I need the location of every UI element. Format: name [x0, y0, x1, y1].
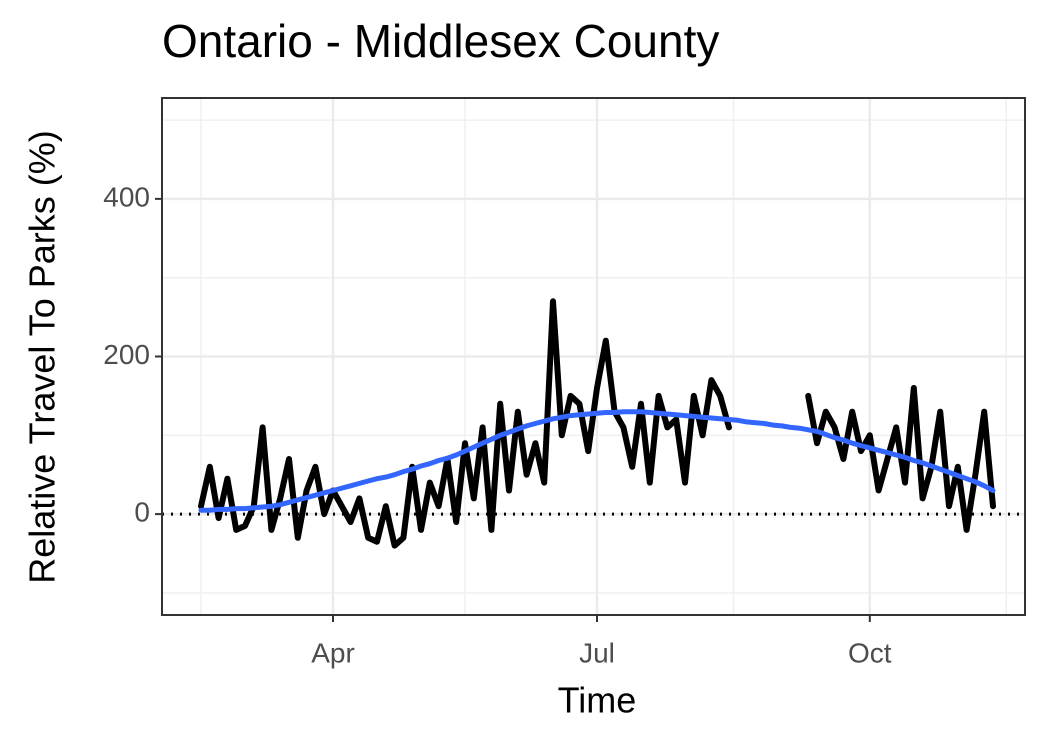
x-axis-label: Time [558, 680, 637, 721]
y-axis-label: Relative Travel To Parks (%) [22, 130, 63, 583]
y-tick-label: 400 [103, 181, 150, 212]
x-tick-label: Jul [579, 637, 615, 668]
chart-title: Ontario - Middlesex County [162, 15, 719, 67]
x-tick-label: Oct [848, 637, 892, 668]
x-tick-label: Apr [311, 637, 355, 668]
y-tick-label: 0 [134, 497, 150, 528]
data-line [198, 409, 996, 513]
y-tick-label: 200 [103, 339, 150, 370]
panel-border [161, 97, 1026, 616]
